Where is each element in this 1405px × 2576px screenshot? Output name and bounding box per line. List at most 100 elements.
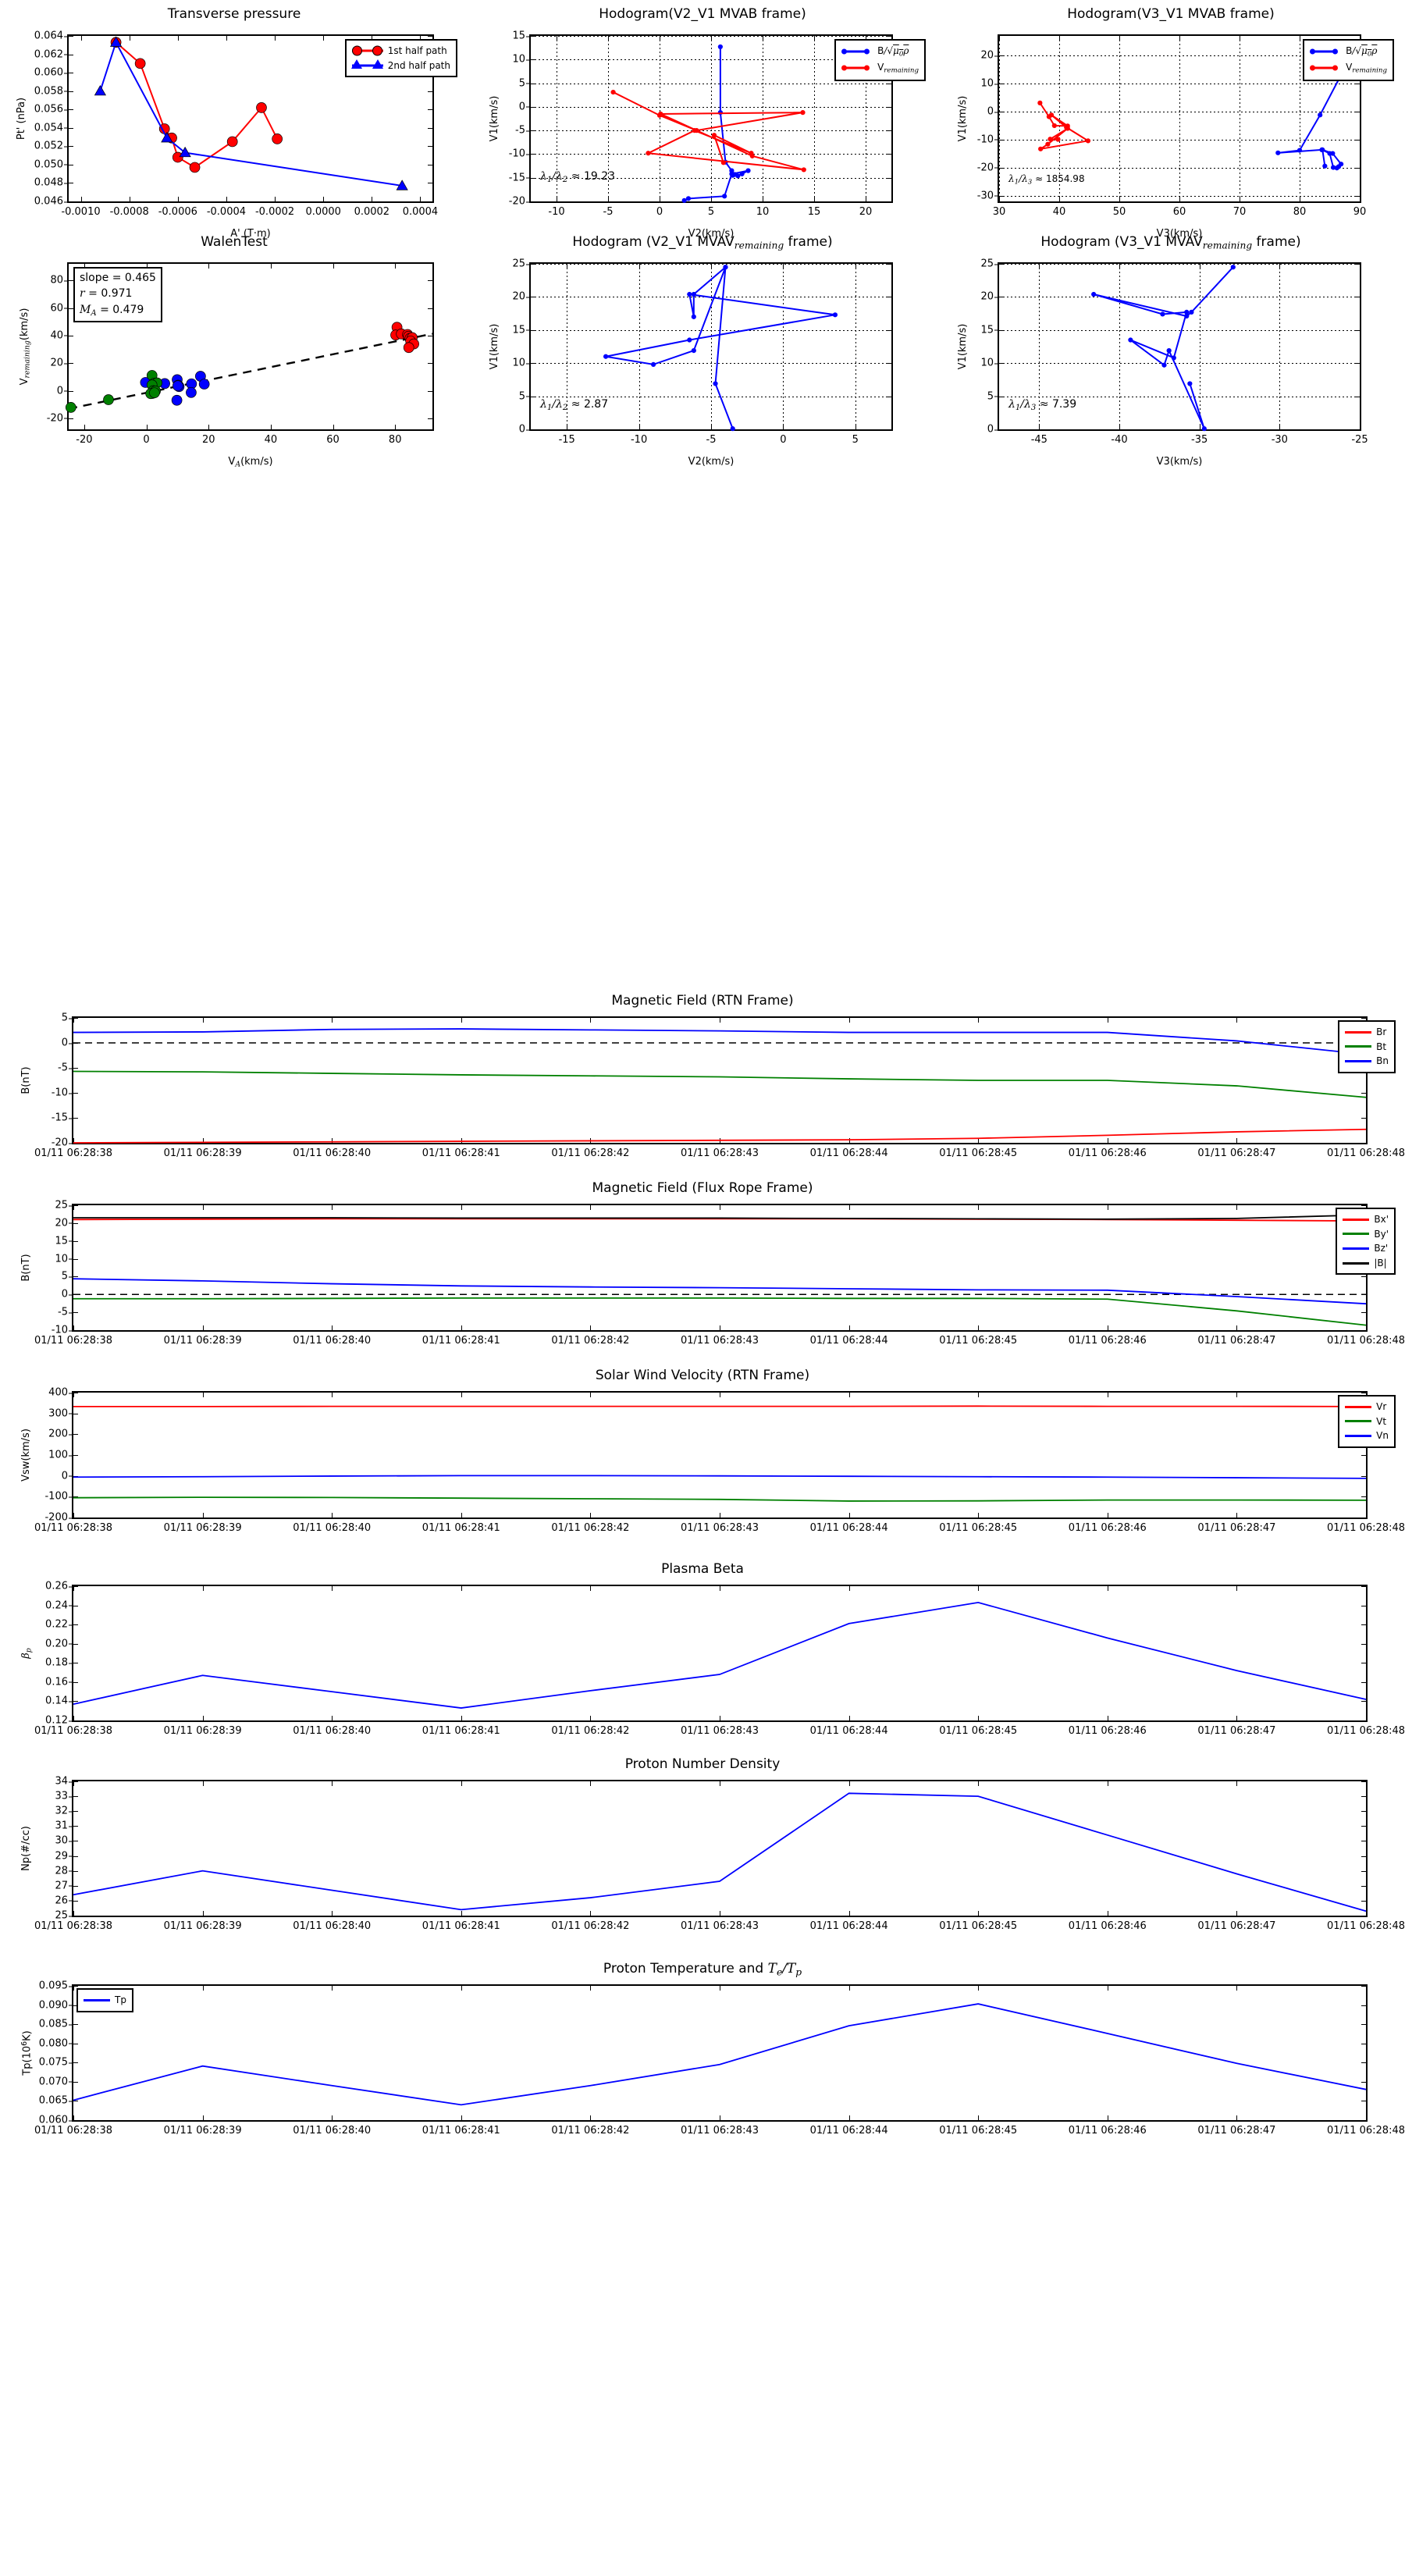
- eigenvalue-ratio-annotation: λ1/λ2 ≈ 19.23: [540, 170, 616, 184]
- x-tick-label: 80: [1293, 206, 1307, 218]
- y-tick-label: 0.064: [34, 30, 69, 42]
- gridline-vertical: [999, 36, 1000, 201]
- x-tick-label: 5: [852, 434, 859, 446]
- tick-mark-x: [461, 1018, 462, 1023]
- tick-mark-y: [428, 36, 432, 37]
- x-tick-label: 01/11 06:28:46: [1068, 2125, 1147, 2137]
- tick-mark-x: [1366, 2115, 1367, 2120]
- tick-mark-y: [69, 201, 73, 202]
- y-axis-label-hodogram-v3v1-mvab: V1(km/s): [957, 95, 969, 142]
- x-tick-label: 01/11 06:28:47: [1197, 1335, 1276, 1347]
- y-axis-label-solar-wind-velocity-rtn: Vsw(km/s): [20, 1429, 32, 1482]
- tick-mark-x: [1236, 1393, 1238, 1397]
- data-point-marker: [272, 133, 283, 144]
- data-point-marker: [149, 387, 160, 399]
- plot-area-hodogram-v3v1-mvav: [1091, 265, 1236, 432]
- data-point-marker: [722, 194, 727, 199]
- gridline-vertical: [1119, 264, 1120, 429]
- gridline-vertical: [1360, 36, 1361, 201]
- data-point-marker: [1320, 147, 1325, 152]
- y-tick-label: 34: [55, 1776, 73, 1788]
- x-tick-label: 10: [756, 206, 770, 218]
- x-tick-label: 01/11 06:28:48: [1327, 1920, 1405, 1932]
- legend-row: 1st half path: [351, 44, 450, 59]
- series-line-vn: [73, 1475, 1367, 1479]
- tick-mark-x: [420, 36, 422, 41]
- tick-mark-x: [1360, 264, 1361, 269]
- gridline-horizontal: [999, 55, 1360, 57]
- tick-mark-x: [202, 1205, 204, 1210]
- legend-row: Vremaining: [1310, 60, 1387, 76]
- tick-mark-x: [73, 1986, 74, 1991]
- y-tick-label: -10: [977, 133, 1000, 145]
- y-tick-label: -200: [44, 1512, 73, 1524]
- legend-line-swatch: [1345, 1059, 1372, 1062]
- series-line-np: [73, 1792, 1367, 1912]
- tick-mark-x: [590, 1513, 592, 1517]
- tick-mark-x: [1279, 425, 1281, 429]
- tick-mark-y: [887, 177, 891, 179]
- tick-mark-x: [590, 1393, 592, 1397]
- x-tick-label: 01/11 06:28:41: [422, 2125, 500, 2137]
- x-tick-label: 01/11 06:28:45: [939, 1725, 1018, 1737]
- x-tick-label: 01/11 06:28:47: [1197, 2125, 1276, 2137]
- x-tick-label: 01/11 06:28:47: [1197, 1147, 1276, 1159]
- legend-solar-wind-velocity-rtn: Vr Vt Vn: [1338, 1395, 1396, 1448]
- y-tick-label: 0.050: [34, 158, 69, 170]
- y-tick-label: 25: [55, 1200, 73, 1212]
- data-point-marker: [65, 402, 76, 413]
- tick-mark-x: [590, 1325, 592, 1330]
- x-tick-label: 01/11 06:28:40: [293, 1725, 372, 1737]
- legend-magnetic-field-rtn: Br Bt Bn: [1338, 1020, 1396, 1073]
- tick-mark-x: [1366, 1911, 1367, 1916]
- plot-title-walen-test: WalenTest: [201, 234, 268, 250]
- tick-mark-x: [177, 197, 179, 201]
- gridline-horizontal: [531, 177, 891, 179]
- legend-label: 2nd half path: [387, 59, 450, 71]
- tick-mark-x: [1366, 1986, 1367, 1991]
- tick-mark-x: [332, 1325, 333, 1330]
- y-axis-label-hodogram-v2v1-mvav: V1(km/s): [489, 323, 500, 370]
- tick-mark-y: [73, 1093, 78, 1094]
- x-tick-label: 01/11 06:28:44: [809, 2125, 888, 2137]
- tick-mark-x: [855, 264, 856, 269]
- tick-mark-x: [202, 1986, 204, 1991]
- tick-mark-x: [332, 1018, 333, 1023]
- x-tick-label: 0.0002: [354, 206, 390, 218]
- y-tick-label: 400: [48, 1387, 73, 1399]
- data-point-marker: [172, 380, 183, 392]
- plot-title-hodogram-v2v1-mvab: Hodogram(V2_V1 MVAB frame): [599, 6, 806, 22]
- y-tick-label: 0.046: [34, 196, 69, 208]
- gridline-horizontal: [531, 264, 891, 265]
- panel-transverse-pressure: Transverse pressure -0.0010 -0.0008 -0.0006…: [0, 6, 468, 240]
- data-point-marker: [832, 312, 838, 318]
- x-tick-label: 01/11 06:28:42: [551, 2125, 630, 2137]
- tick-mark-x: [202, 2115, 204, 2120]
- data-point-marker: [610, 89, 616, 95]
- tick-mark-x: [978, 1018, 980, 1023]
- tick-mark-x: [1236, 1018, 1238, 1023]
- data-point-marker: [717, 110, 723, 116]
- tick-mark-x: [608, 36, 609, 41]
- data-point-marker: [1166, 347, 1172, 354]
- plot-title-magnetic-field-fluxrope: Magnetic Field (Flux Rope Frame): [592, 1180, 813, 1196]
- data-point-marker: [687, 291, 692, 297]
- x-tick-label: -15: [558, 434, 575, 446]
- y-tick-label: 0.070: [39, 2076, 74, 2087]
- y-tick-label: 30: [55, 1835, 73, 1847]
- gridline-horizontal: [531, 329, 891, 331]
- data-point-marker: [749, 151, 754, 156]
- tick-mark-y: [73, 1826, 78, 1827]
- y-tick-label: -5: [58, 1307, 73, 1318]
- tick-mark-x: [978, 1138, 980, 1143]
- gridline-vertical: [783, 264, 784, 429]
- x-axis-label-hodogram-v3v1-mvav: V3(km/s): [1156, 456, 1203, 468]
- y-axis-label-proton-temperature: Tp(106K): [20, 2030, 34, 2076]
- series-line-trajectory: [1093, 266, 1234, 429]
- x-tick-label: 90: [1353, 206, 1367, 218]
- tick-mark-y: [428, 91, 432, 92]
- tick-mark-y: [69, 36, 73, 37]
- tick-mark-x: [848, 1393, 850, 1397]
- legend-marker: [1310, 63, 1341, 73]
- y-tick-label: 0.20: [45, 1638, 73, 1649]
